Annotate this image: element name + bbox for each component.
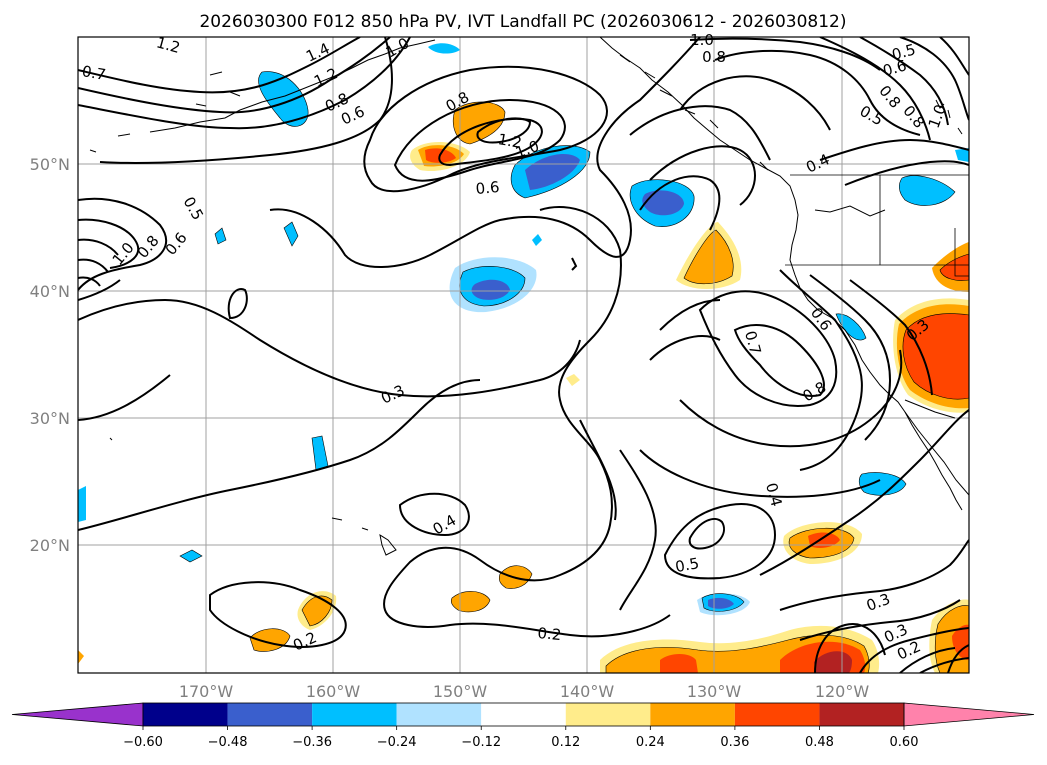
- map-panel: 1.2 1.4 1.0 1.2 0.8 0.6 0.7 0.8 1.2 1.0 …: [77, 31, 970, 674]
- colorbar-tick-label: 0.12: [551, 735, 580, 750]
- colorbar-box: [734, 703, 820, 726]
- contour-label: 1.0: [690, 31, 714, 49]
- lat-tick-label: 50°N: [30, 155, 70, 174]
- longitude-tick-labels: 170°W 160°W 150°W 140°W 130°W 120°W: [179, 682, 870, 701]
- colorbar-box: [565, 703, 651, 726]
- colorbar-box: [481, 703, 566, 726]
- lon-tick-label: 170°W: [179, 682, 234, 701]
- colorbar-tick-label: −0.48: [208, 735, 248, 750]
- colorbar-tick-label: −0.36: [292, 735, 332, 750]
- graticule: [78, 37, 969, 673]
- latitude-tick-labels: 50°N 40°N 30°N 20°N: [30, 155, 70, 555]
- colorbar-frame: [142, 702, 905, 727]
- colorbar-box: [650, 703, 735, 726]
- colorbar-tick-label: 0.48: [805, 735, 834, 750]
- colorbar-tick-label: −0.60: [123, 735, 163, 750]
- negative-anomalies: [78, 43, 969, 616]
- lat-tick-label: 30°N: [30, 409, 70, 428]
- lon-tick-label: 130°W: [687, 682, 742, 701]
- colorbar-extend-low: [11, 702, 144, 727]
- contour-label: 0.8: [702, 48, 726, 66]
- lon-tick-label: 150°W: [433, 682, 488, 701]
- map-title: 2026030300 F012 850 hPa PV, IVT Landfall…: [199, 12, 846, 32]
- colorbar-box: [312, 703, 397, 726]
- colorbar-tick-label: 0.24: [636, 735, 665, 750]
- contour-label: 0.2: [537, 624, 562, 644]
- contours: [78, 37, 969, 673]
- contour-label: 0.7: [741, 329, 765, 357]
- colorbar-box: [819, 703, 904, 726]
- lon-tick-label: 120°W: [815, 682, 870, 701]
- contour-label: 0.5: [890, 40, 918, 64]
- lat-tick-label: 40°N: [30, 282, 70, 301]
- colorbar-box: [143, 703, 228, 726]
- map-frame: [77, 36, 970, 674]
- contour-label: 0.6: [475, 178, 500, 198]
- colorbar-tick-label: −0.24: [377, 735, 417, 750]
- colorbar-extend-high: [903, 702, 1035, 727]
- lat-tick-label: 20°N: [30, 536, 70, 555]
- coastlines: [89, 37, 969, 556]
- colorbar-tick-label: 0.60: [890, 735, 919, 750]
- colorbar-box: [227, 703, 313, 726]
- colorbar: −0.60 −0.48 −0.36 −0.24 −0.12 0.12 0.24 0.36 0.4…: [11, 702, 1035, 750]
- contour-label: 0.7: [81, 62, 108, 84]
- lon-tick-label: 140°W: [560, 682, 615, 701]
- colorbar-box: [396, 703, 482, 726]
- contour-label: 1.2: [497, 130, 524, 152]
- colorbar-tick-label: 0.36: [720, 735, 749, 750]
- contour-label: 0.5: [674, 554, 701, 576]
- contour-label: 1.2: [154, 33, 182, 57]
- contour-label: 0.4: [762, 481, 786, 509]
- lon-tick-label: 160°W: [306, 682, 361, 701]
- colorbar-tick-label: −0.12: [461, 735, 501, 750]
- contour-label: 0.6: [881, 56, 909, 80]
